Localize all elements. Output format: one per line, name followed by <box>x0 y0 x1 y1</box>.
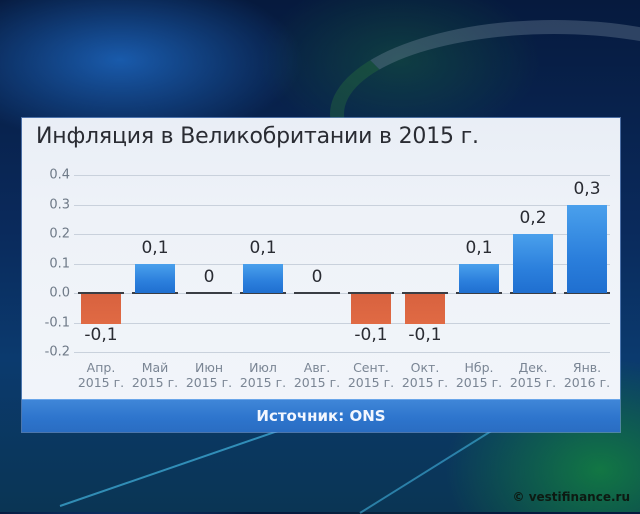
bar-value-label: -0,1 <box>408 324 442 345</box>
x-label-year: 2015 г. <box>185 375 233 390</box>
bar-positive <box>567 204 607 293</box>
x-label-month: Окт. <box>410 360 440 375</box>
bar-baseline <box>402 292 448 294</box>
gridline <box>74 204 610 206</box>
copyright-watermark: © vestifinance.ru <box>512 490 630 504</box>
gridline <box>74 234 610 235</box>
x-label-month: Апр. <box>86 360 116 375</box>
y-tick-label: 0.1 <box>49 256 70 271</box>
x-label-year: 2015 г. <box>293 375 341 390</box>
bar-value-label: 0,1 <box>249 237 277 258</box>
gridline <box>74 352 610 353</box>
y-tick-label: 0.3 <box>49 197 70 212</box>
source-label: Источник: ONS <box>256 407 386 425</box>
bar-baseline <box>294 292 340 294</box>
x-label-month: Авг. <box>303 360 331 375</box>
x-label-year: 2015 г. <box>77 375 125 390</box>
y-tick-label: 0.2 <box>49 226 70 242</box>
bar-negative <box>351 294 391 324</box>
x-label-year: 2015 г. <box>347 375 395 390</box>
x-axis-label: Июл 2015 г. <box>233 360 293 390</box>
x-axis-label: Июн 2015 г. <box>179 360 239 390</box>
x-label-month: Янв. <box>572 360 602 375</box>
bar-negative <box>81 294 121 324</box>
y-tick-label: 0.0 <box>49 285 70 301</box>
bar-baseline <box>78 292 124 294</box>
bar-positive <box>243 263 283 293</box>
chart-title: Инфляция в Великобритании в 2015 г. <box>36 124 479 149</box>
bar-negative <box>405 294 445 324</box>
x-label-month: Июн <box>194 360 224 375</box>
x-axis-label: Апр. 2015 г. <box>71 360 131 390</box>
x-axis-label: Сент. 2015 г. <box>341 360 401 390</box>
x-label-year: 2015 г. <box>455 375 503 390</box>
gridline <box>74 263 610 265</box>
x-axis-label: Авг. 2015 г. <box>287 360 347 390</box>
x-label-month: Дек. <box>518 360 548 375</box>
source-footer: Источник: ONS <box>22 399 620 432</box>
plot-area: 0.4 0.3 0.2 0.1 0.0 -0.1 -0.2 -0,1 Апр. 2015 г. 0,… <box>22 162 620 400</box>
bar-value-label: 0,2 <box>519 208 547 228</box>
bar-value-label: 0 <box>203 267 215 287</box>
bar-baseline <box>240 292 286 294</box>
bar-value-label: 0,3 <box>573 178 601 199</box>
bar-baseline <box>510 292 556 294</box>
x-label-year: 2015 г. <box>131 375 179 390</box>
y-tick-label: -0.2 <box>44 344 70 360</box>
x-axis-label: Май 2015 г. <box>125 360 185 390</box>
bar-positive <box>459 263 499 293</box>
bar-baseline <box>564 292 610 294</box>
bar-baseline <box>186 292 232 294</box>
x-axis-label: Янв. 2016 г. <box>557 360 617 390</box>
x-label-month: Май <box>141 360 169 375</box>
bar-baseline <box>456 292 502 294</box>
y-tick-label: 0.4 <box>49 167 70 183</box>
x-label-month: Июл <box>249 360 277 375</box>
bar-positive <box>513 234 553 293</box>
bar-baseline <box>132 292 178 294</box>
bar-value-label: -0,1 <box>84 324 118 345</box>
gridline <box>74 322 610 324</box>
x-label-year: 2015 г. <box>401 375 449 390</box>
bar-baseline <box>348 292 394 294</box>
bar-value-label: -0,1 <box>354 324 388 345</box>
bar-value-label: 0 <box>311 267 323 287</box>
gridline <box>74 293 610 294</box>
x-axis-label: Окт. 2015 г. <box>395 360 455 390</box>
bar-positive <box>135 263 175 293</box>
x-label-year: 2015 г. <box>509 375 557 390</box>
x-axis-label: Нбр. 2015 г. <box>449 360 509 390</box>
x-label-year: 2015 г. <box>239 375 287 390</box>
x-label-month: Сент. <box>353 360 389 375</box>
y-tick-label: -0.1 <box>44 315 70 330</box>
bar-value-label: 0,1 <box>141 237 169 258</box>
x-axis-label: Дек. 2015 г. <box>503 360 563 390</box>
gridline <box>74 175 610 176</box>
chart-panel: Инфляция в Великобритании в 2015 г. 0.4 0… <box>22 118 620 432</box>
x-label-year: 2016 г. <box>563 375 611 390</box>
x-label-month: Нбр. <box>464 360 494 375</box>
bar-value-label: 0,1 <box>465 237 493 258</box>
